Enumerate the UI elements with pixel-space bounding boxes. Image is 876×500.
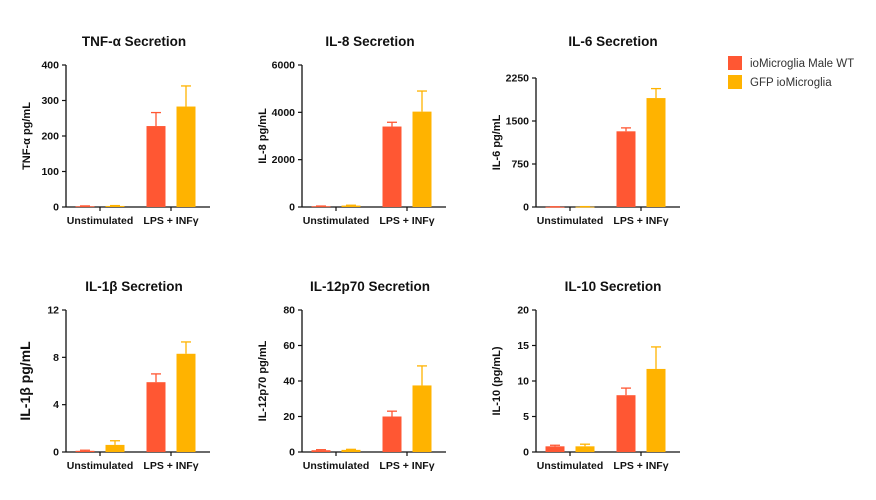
legend: ioMicroglia Male WT GFP ioMicroglia [728,56,854,89]
y-tick-label: 100 [41,166,59,178]
y-tick-label: 0 [523,202,529,214]
bar-wt-unstimulated [545,206,565,208]
bar-gfp-unstimulated [105,444,125,452]
bar-gfp-lps-inf [176,106,196,207]
y-tick-label: 6000 [272,60,296,72]
y-tick-label: 2250 [506,73,530,85]
y-tick-label: 200 [41,131,59,143]
y-tick-label: 20 [517,305,529,317]
y-tick-label: 2000 [272,154,296,166]
bar-gfp-lps-inf [646,98,666,207]
y-tick-label: 40 [283,376,295,388]
bar-wt-lps-inf [382,126,402,207]
y-tick-label: 4 [53,399,59,411]
y-tick-label: 0 [523,447,529,459]
x-tick-label-unstimulated: Unstimulated [67,460,134,472]
x-tick-label-lps-inf: LPS + INFγ [613,215,668,227]
bar-wt-unstimulated [75,206,95,208]
chart-1: TNF-α Secretion 0 100 200 300 400 TNF-α pg/mL U… [21,34,210,227]
bar-wt-unstimulated [75,450,95,452]
bar-gfp-lps-inf [176,353,196,452]
y-tick-label: 20 [283,411,295,423]
y-axis-label: IL-6 pg/mL [491,114,503,170]
x-tick-label-unstimulated: Unstimulated [67,215,134,227]
chart-title: IL-6 Secretion [568,34,657,49]
legend-label-wt: ioMicroglia Male WT [750,58,854,70]
y-tick-label: 4000 [272,107,296,119]
bar-gfp-lps-inf [412,385,432,452]
y-axis-label: IL-12p70 pg/mL [257,340,269,421]
chart-3: IL-6 Secretion 0 750 1500 2250 IL-6 pg/mL Unst… [491,34,680,227]
y-tick-label: 1500 [506,116,530,128]
x-tick-label-lps-inf: LPS + INFγ [143,215,198,227]
y-tick-label: 10 [517,376,529,388]
chart-title: IL-1β Secretion [85,279,183,294]
legend-swatch-gfp [728,75,742,89]
bar-gfp-unstimulated [575,446,595,452]
bar-gfp-lps-inf [646,368,666,452]
bar-gfp-unstimulated [341,205,361,207]
bar-gfp-lps-inf [412,111,432,207]
bar-wt-lps-inf [616,131,636,207]
x-tick-label-unstimulated: Unstimulated [303,460,370,472]
y-tick-label: 0 [53,202,59,214]
chart-5: IL-12p70 Secretion 0 20 40 60 80 IL-12p70 pg/m… [257,279,446,472]
y-tick-label: 0 [53,447,59,459]
bar-wt-lps-inf [616,395,636,452]
x-tick-label-lps-inf: LPS + INFγ [379,460,434,472]
y-axis-label: IL-8 pg/mL [257,108,269,164]
y-tick-label: 5 [523,411,529,423]
y-tick-label: 750 [511,159,529,171]
y-tick-label: 0 [289,202,295,214]
x-tick-label-unstimulated: Unstimulated [303,215,370,227]
chart-title: TNF-α Secretion [82,34,186,49]
y-tick-label: 0 [289,447,295,459]
x-tick-label-lps-inf: LPS + INFγ [379,215,434,227]
chart-2: IL-8 Secretion 0 2000 4000 6000 IL-8 pg/mL Uns… [257,34,446,227]
y-axis-label: IL-1β pg/mL [17,341,33,421]
y-tick-label: 60 [283,340,295,352]
y-tick-label: 80 [283,305,295,317]
y-tick-label: 15 [517,340,529,352]
bar-wt-unstimulated [311,450,331,452]
x-tick-label-lps-inf: LPS + INFγ [613,460,668,472]
bar-wt-unstimulated [545,446,565,452]
y-tick-label: 300 [41,95,59,107]
x-tick-label-lps-inf: LPS + INFγ [143,460,198,472]
legend-swatch-wt [728,56,742,70]
x-tick-label-unstimulated: Unstimulated [537,460,604,472]
bar-gfp-unstimulated [575,206,595,208]
chart-6: IL-10 Secretion 0 5 10 15 20 IL-10 (pg/mL) Unst… [491,279,680,472]
bar-wt-unstimulated [311,206,331,208]
bar-gfp-unstimulated [105,205,125,207]
bar-gfp-unstimulated [341,449,361,452]
chart-title: IL-8 Secretion [325,34,414,49]
bar-wt-lps-inf [146,126,166,207]
y-axis-label: IL-10 (pg/mL) [491,346,503,415]
y-tick-label: 400 [41,60,59,72]
chart-title: IL-10 Secretion [565,279,662,294]
y-tick-label: 8 [53,352,59,364]
bar-wt-lps-inf [382,416,402,452]
y-tick-label: 12 [47,305,59,317]
legend-label-gfp: GFP ioMicroglia [750,77,832,89]
bar-wt-lps-inf [146,382,166,452]
chart-title: IL-12p70 Secretion [310,279,430,294]
chart-4: IL-1β Secretion 0 4 8 12 IL-1β pg/mL Unstimula… [17,279,210,472]
x-tick-label-unstimulated: Unstimulated [537,215,604,227]
y-axis-label: TNF-α pg/mL [21,102,33,170]
